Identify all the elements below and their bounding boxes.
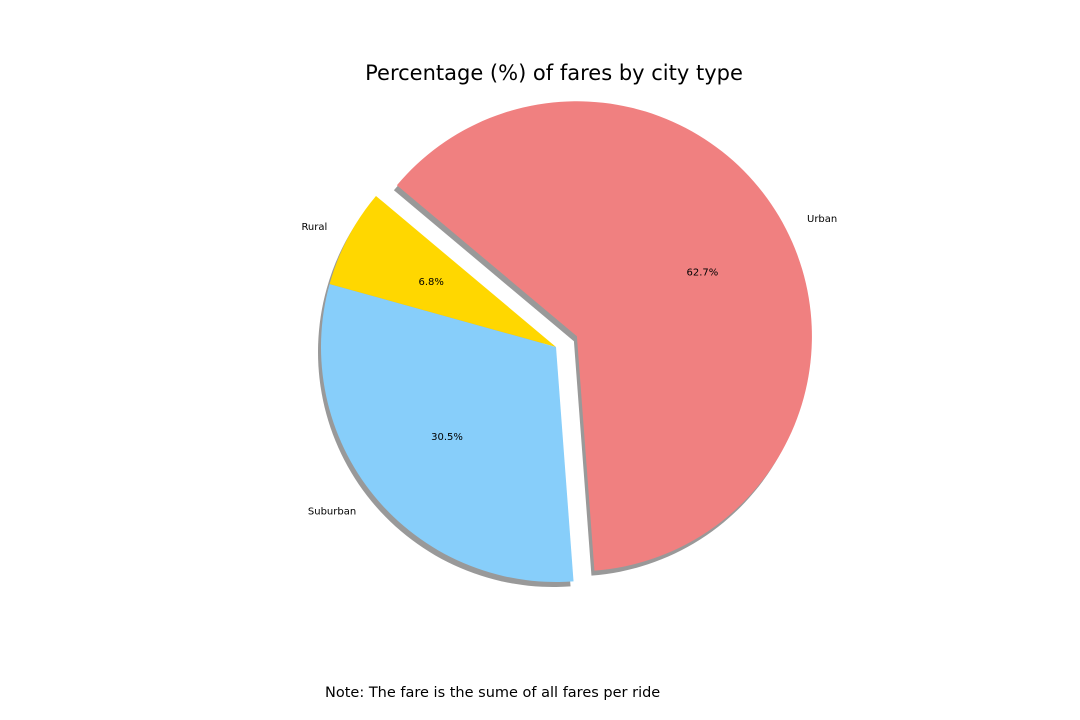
percent-label-suburban: 30.5% xyxy=(431,432,463,443)
slice-labels: Rural 6.8% Suburban 30.5% Urban 62.7% xyxy=(301,214,837,518)
category-label-suburban: Suburban xyxy=(308,507,356,518)
chart-title: Percentage (%) of fares by city type xyxy=(365,61,743,85)
percent-label-rural: 6.8% xyxy=(418,277,443,288)
slice-suburban xyxy=(321,284,574,582)
category-label-rural: Rural xyxy=(301,222,327,233)
percent-label-urban: 62.7% xyxy=(687,268,719,279)
category-label-urban: Urban xyxy=(807,214,837,225)
slice-urban xyxy=(396,101,812,571)
pie-slices xyxy=(321,101,812,582)
chart-note: Note: The fare is the sume of all fares … xyxy=(325,685,660,701)
slice-rural xyxy=(329,195,556,347)
